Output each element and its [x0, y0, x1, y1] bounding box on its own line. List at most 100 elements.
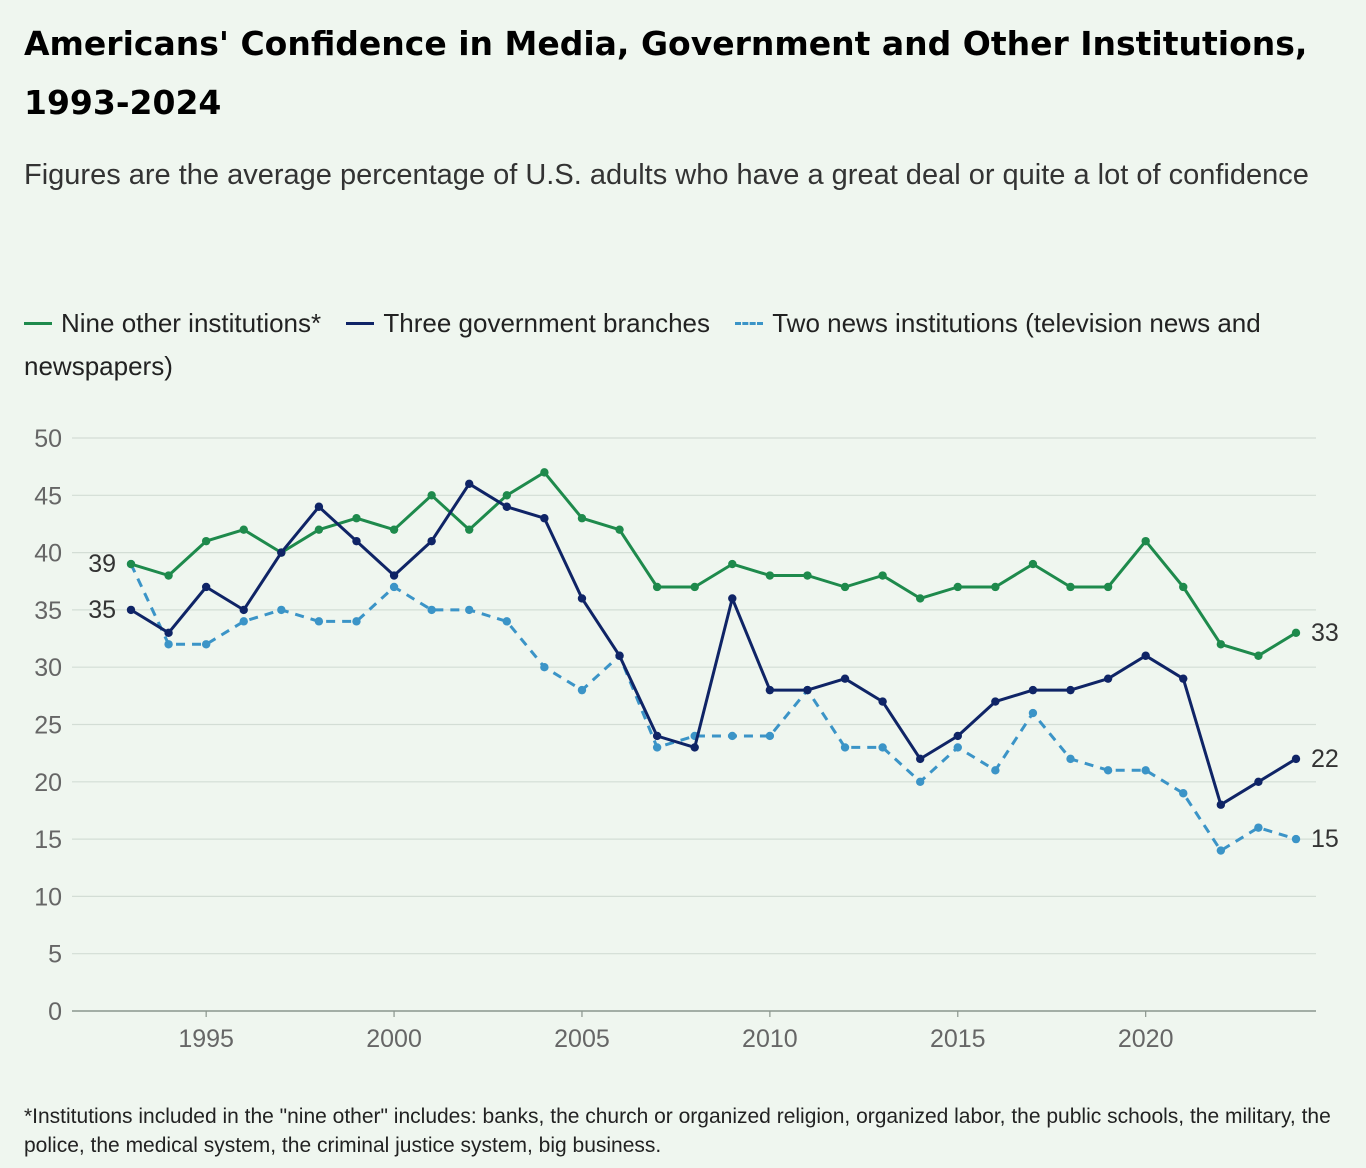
start-label-nine_other: 39 — [88, 550, 116, 578]
y-tick-label: 45 — [34, 482, 62, 510]
y-tick-label: 50 — [34, 425, 62, 453]
data-point-government-2013 — [878, 697, 887, 706]
data-point-nine_other-2008 — [690, 582, 699, 592]
data-point-nine_other-2010 — [765, 571, 775, 580]
data-point-nine_other-1999 — [352, 514, 361, 523]
data-point-news-2018 — [1066, 754, 1075, 764]
data-point-government-2009 — [728, 594, 737, 603]
x-tick-label: 2000 — [366, 1025, 422, 1053]
series-line-news — [129, 563, 1297, 853]
data-point-nine_other-1998 — [314, 525, 324, 534]
data-point-government-2022 — [1216, 800, 1226, 809]
data-point-government-2024 — [1291, 754, 1301, 764]
data-point-nine_other-2015 — [953, 582, 962, 592]
end-labels: 39 33 35 22 15 — [88, 550, 1339, 853]
data-point-nine_other-2012 — [840, 582, 850, 592]
data-point-government-2004 — [540, 514, 549, 523]
data-point-government-2023 — [1254, 777, 1263, 786]
legend-swatch-nine-other — [24, 321, 52, 325]
data-point-news-1997 — [277, 605, 286, 615]
data-point-government-2000 — [389, 571, 399, 580]
data-point-government-2010 — [765, 685, 775, 695]
y-tick-label: 25 — [34, 712, 62, 740]
data-point-nine_other-2016 — [991, 582, 1000, 592]
data-point-government-1996 — [239, 605, 248, 615]
x-tick-label: 2010 — [742, 1025, 798, 1053]
data-point-government-1997 — [277, 548, 286, 557]
data-point-news-2009 — [728, 731, 737, 741]
data-point-news-2012 — [840, 743, 850, 752]
data-point-nine_other-1995 — [201, 536, 211, 546]
legend-label-government: Three government branches — [383, 308, 710, 338]
data-point-nine_other-2007 — [652, 582, 662, 592]
data-point-news-2015 — [953, 743, 962, 752]
y-tick-label: 5 — [48, 941, 62, 969]
data-point-government-2014 — [915, 754, 925, 764]
data-point-nine_other-1993 — [126, 559, 136, 569]
data-point-nine_other-2011 — [803, 571, 812, 580]
y-tick-label: 20 — [34, 769, 62, 797]
data-point-government-2018 — [1066, 685, 1075, 695]
data-point-news-1999 — [352, 617, 361, 626]
data-point-nine_other-2006 — [615, 525, 624, 534]
y-tick-label: 15 — [34, 826, 62, 854]
data-point-news-2023 — [1254, 823, 1263, 832]
footnote: *Institutions included in the "nine othe… — [24, 1105, 1331, 1157]
x-tick-label: 2005 — [554, 1025, 610, 1053]
data-point-government-2005 — [577, 594, 587, 603]
data-point-news-2020 — [1141, 766, 1150, 775]
x-tick-label: 2015 — [930, 1025, 986, 1053]
y-tick-label: 10 — [34, 883, 62, 911]
data-point-government-1995 — [201, 582, 211, 592]
data-point-news-2005 — [577, 685, 587, 695]
line-chart: 0 5 10 15 20 25 30 35 40 45 50 1995 2000 2005 2010 2015… — [34, 425, 1339, 1053]
data-point-government-2003 — [502, 502, 512, 511]
data-point-nine_other-2009 — [728, 559, 737, 569]
data-point-government-2002 — [465, 479, 474, 489]
data-point-news-2001 — [427, 605, 436, 615]
data-point-nine_other-2018 — [1066, 582, 1075, 592]
legend-label-nine-other: Nine other institutions* — [61, 308, 322, 338]
data-point-nine_other-2021 — [1179, 582, 1188, 592]
axis-ticks: 0 5 10 15 20 25 30 35 40 45 50 1995 2000 2005 2010 2015… — [34, 425, 1173, 1053]
legend-swatch-government — [346, 321, 375, 325]
data-point-nine_other-2020 — [1141, 536, 1150, 546]
legend-label-news: Two news institutions (television news a… — [24, 308, 1261, 381]
chart-title: Americans' Confidence in Media, Governme… — [24, 24, 1308, 122]
data-point-government-1999 — [352, 536, 361, 546]
data-point-news-2000 — [389, 582, 399, 592]
data-point-news-2010 — [765, 731, 775, 741]
data-point-nine_other-2002 — [465, 525, 474, 534]
data-point-nine_other-2001 — [427, 491, 436, 500]
data-point-government-2019 — [1103, 674, 1113, 683]
data-point-nine_other-2003 — [502, 491, 512, 500]
y-tick-label: 35 — [34, 597, 62, 625]
data-point-nine_other-2022 — [1216, 640, 1226, 649]
data-point-news-1995 — [201, 640, 211, 649]
y-tick-label: 30 — [34, 654, 62, 682]
data-point-nine_other-2005 — [577, 514, 587, 523]
end-label-news: 15 — [1311, 825, 1339, 853]
data-point-government-2016 — [991, 697, 1000, 706]
data-point-news-2021 — [1179, 789, 1188, 798]
data-point-nine_other-2014 — [915, 594, 925, 603]
grid-lines — [72, 437, 1316, 1012]
data-point-news-2007 — [652, 743, 662, 752]
series-lines — [126, 468, 1301, 855]
data-point-government-2015 — [953, 731, 962, 741]
data-point-government-2006 — [615, 651, 624, 660]
data-point-government-1994 — [164, 628, 173, 638]
data-point-government-2008 — [690, 743, 699, 752]
data-point-news-2019 — [1103, 766, 1113, 775]
x-tick-label: 1995 — [178, 1025, 234, 1053]
data-point-government-2021 — [1179, 674, 1188, 683]
data-point-government-2017 — [1028, 685, 1038, 695]
x-tick-label: 2020 — [1118, 1025, 1174, 1053]
data-point-nine_other-2023 — [1254, 651, 1263, 660]
data-point-government-2020 — [1141, 651, 1150, 660]
data-point-news-2004 — [540, 663, 549, 672]
chart-subtitle: Figures are the average percentage of U.… — [24, 159, 1309, 191]
data-point-nine_other-2017 — [1028, 559, 1038, 569]
data-point-government-1998 — [314, 502, 324, 511]
data-point-nine_other-2004 — [540, 468, 549, 477]
